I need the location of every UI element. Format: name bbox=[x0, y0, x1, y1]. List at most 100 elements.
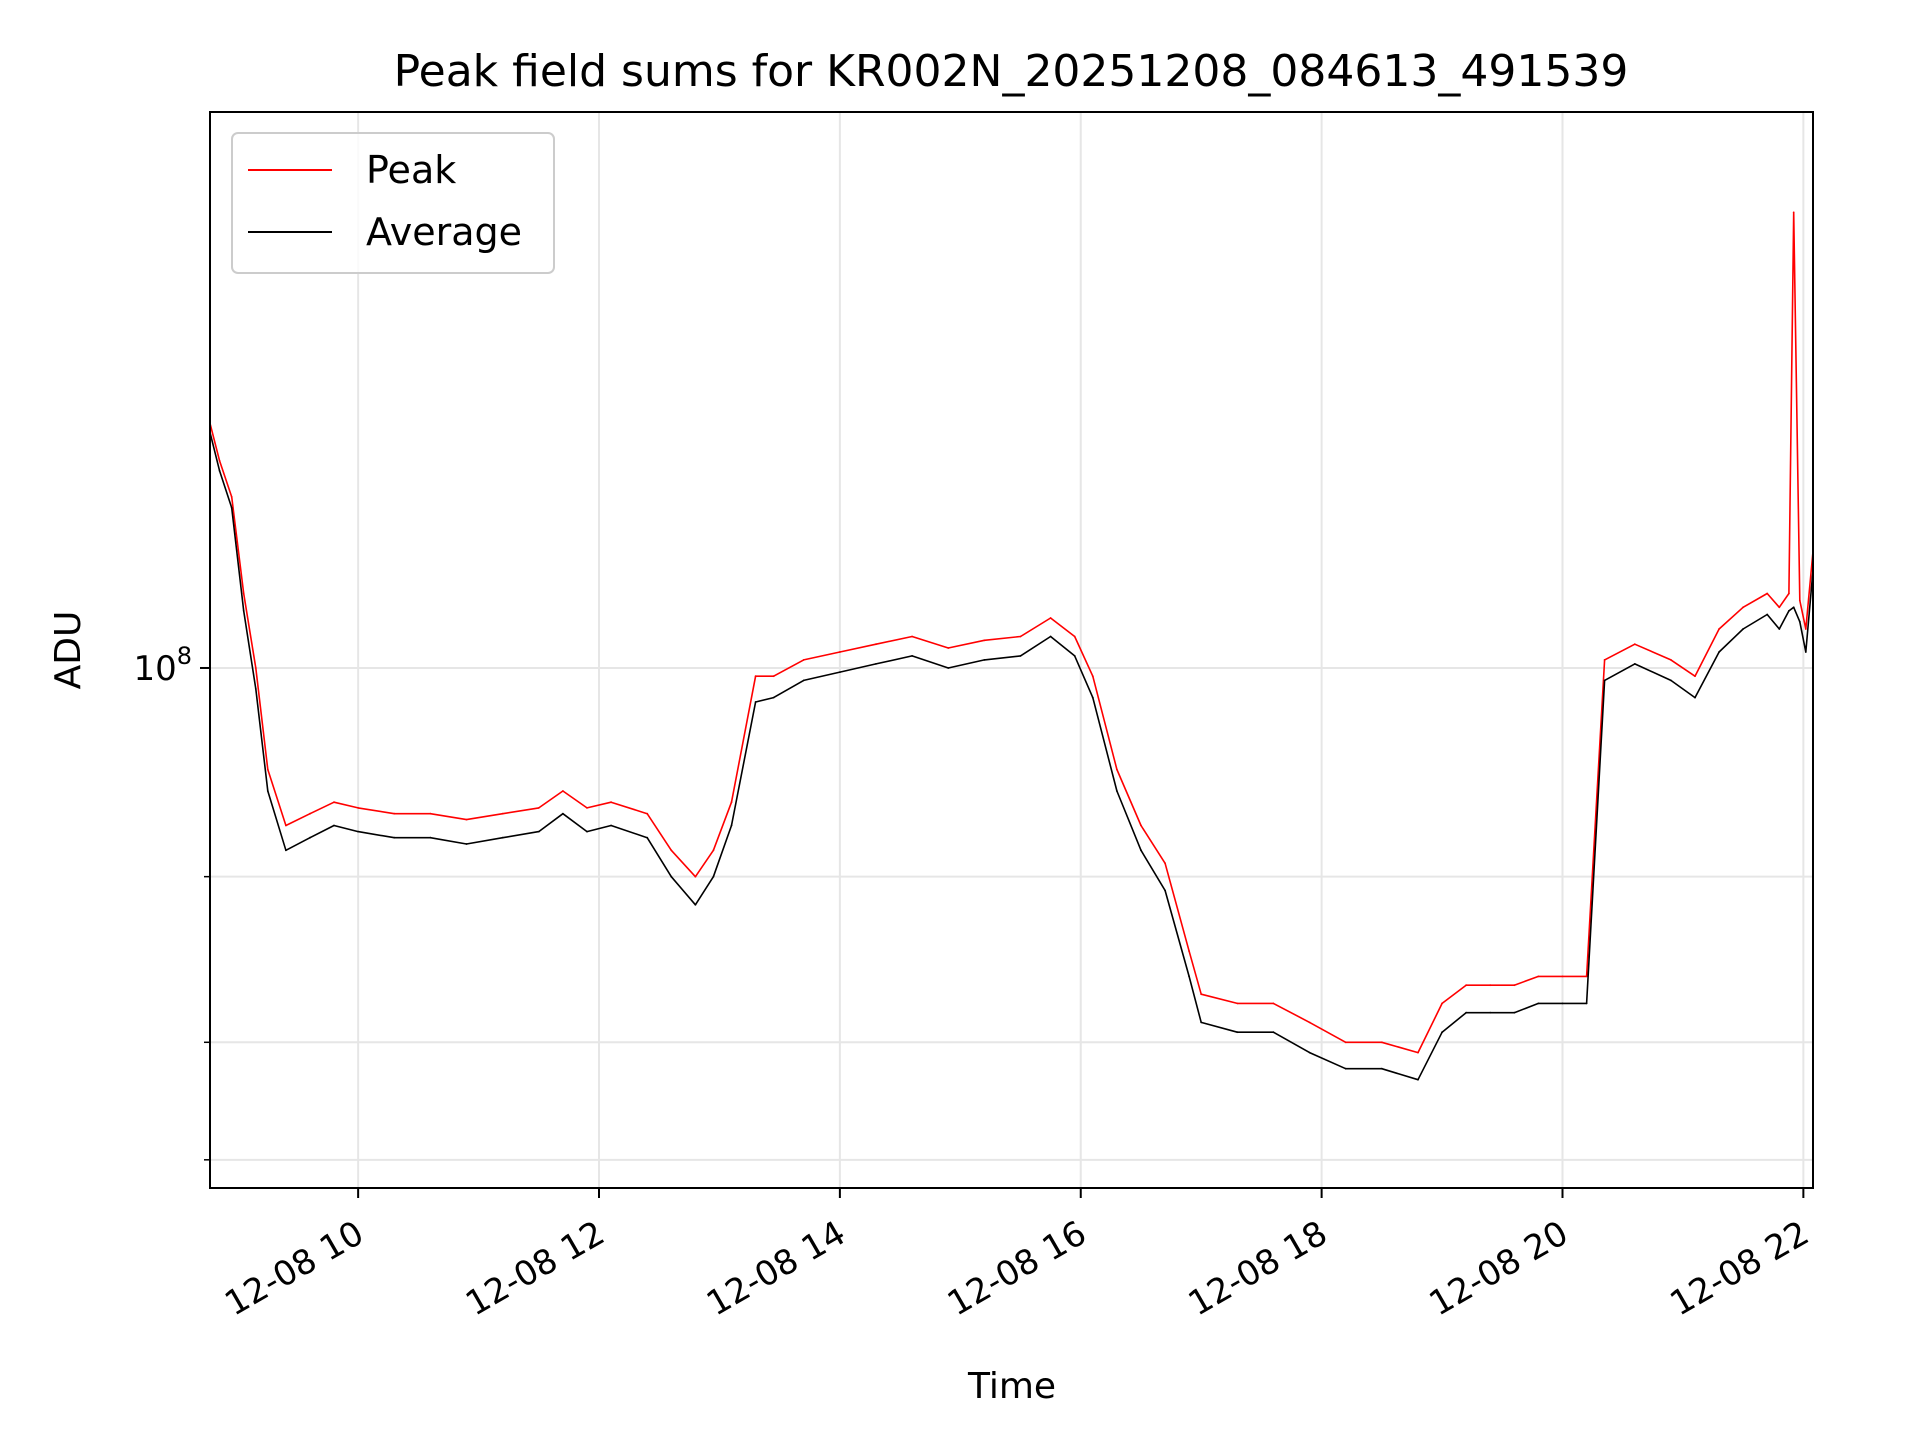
data-point-peak bbox=[772, 675, 775, 678]
data-point-average bbox=[772, 696, 775, 699]
data-point-peak bbox=[1049, 617, 1052, 619]
data-point-average bbox=[670, 875, 673, 878]
data-point-peak bbox=[357, 807, 359, 809]
data-point-average bbox=[254, 688, 257, 690]
data-point-peak bbox=[1073, 635, 1076, 638]
data-point-peak bbox=[1778, 606, 1781, 609]
data-point-average bbox=[1561, 1002, 1564, 1005]
data-point-average bbox=[1489, 1011, 1492, 1014]
data-point-peak bbox=[309, 812, 311, 815]
data-point-average bbox=[1417, 1078, 1419, 1081]
data-point-peak bbox=[875, 643, 877, 646]
data-point-average bbox=[1792, 606, 1795, 609]
data-point-peak bbox=[537, 807, 540, 809]
data-point-peak bbox=[1603, 659, 1606, 661]
data-point-average bbox=[1798, 620, 1801, 623]
data-point-average bbox=[1537, 1002, 1540, 1005]
data-point-peak bbox=[983, 639, 986, 642]
data-point-average bbox=[1603, 679, 1606, 682]
data-point-average bbox=[1091, 696, 1094, 699]
data-point-peak bbox=[501, 812, 504, 815]
data-point-peak bbox=[1200, 993, 1203, 996]
data-point-average bbox=[610, 824, 612, 827]
data-point-average bbox=[1380, 1067, 1383, 1070]
data-point-peak bbox=[646, 812, 649, 815]
data-point-peak bbox=[694, 875, 697, 878]
data-point-average bbox=[333, 824, 335, 827]
data-point-average bbox=[754, 701, 757, 703]
data-point-peak bbox=[1537, 975, 1540, 978]
data-point-average bbox=[1200, 1021, 1203, 1024]
data-point-peak bbox=[1019, 635, 1022, 638]
data-point-average bbox=[1116, 790, 1118, 792]
data-point-peak bbox=[839, 651, 841, 653]
data-point-peak bbox=[1742, 606, 1744, 609]
data-point-peak bbox=[586, 807, 588, 809]
data-point-peak bbox=[230, 496, 233, 498]
data-point-peak bbox=[802, 659, 805, 661]
data-point-average bbox=[1140, 849, 1142, 852]
data-point-peak bbox=[754, 675, 757, 678]
data-point-average bbox=[646, 836, 649, 839]
data-point-peak bbox=[1164, 862, 1166, 865]
data-point-average bbox=[465, 843, 468, 845]
data-point-peak bbox=[1792, 211, 1795, 214]
data-point-average bbox=[242, 610, 245, 612]
data-point-peak bbox=[1788, 592, 1790, 595]
data-point-average bbox=[285, 849, 287, 852]
data-point-average bbox=[1694, 696, 1696, 699]
data-point-average bbox=[911, 655, 913, 657]
data-point-peak bbox=[712, 849, 715, 852]
data-point-peak bbox=[1140, 824, 1142, 827]
data-point-peak bbox=[1344, 1041, 1347, 1044]
data-point-average bbox=[1513, 1011, 1516, 1014]
data-point-average bbox=[802, 679, 805, 682]
data-point-peak bbox=[429, 812, 432, 815]
data-point-average bbox=[1804, 651, 1807, 653]
data-point-peak bbox=[1561, 975, 1564, 978]
legend-peak-label: Peak bbox=[366, 148, 456, 192]
x-axis-label: Time bbox=[967, 1366, 1056, 1407]
data-point-average bbox=[1742, 628, 1744, 630]
data-point-average bbox=[266, 790, 269, 792]
data-point-average bbox=[1766, 613, 1769, 616]
data-point-average bbox=[1465, 1011, 1467, 1014]
data-point-peak bbox=[393, 812, 396, 815]
data-point-average bbox=[501, 836, 504, 839]
data-point-average bbox=[429, 836, 432, 839]
data-point-peak bbox=[1718, 628, 1720, 630]
series-group bbox=[210, 211, 1813, 1081]
data-point-peak bbox=[1804, 628, 1807, 630]
data-point-average bbox=[712, 875, 715, 878]
y-tick-label: 108 bbox=[133, 642, 192, 689]
data-point-average bbox=[1788, 610, 1790, 612]
series-line-peak bbox=[210, 211, 1813, 1054]
data-point-average bbox=[1236, 1031, 1239, 1034]
data-point-average bbox=[230, 506, 233, 509]
data-point-average bbox=[218, 470, 221, 472]
grid bbox=[210, 112, 1813, 1188]
data-point-peak bbox=[730, 801, 733, 804]
legend-average-label: Average bbox=[366, 210, 522, 254]
data-point-average bbox=[1308, 1051, 1311, 1054]
data-point-peak bbox=[1441, 1002, 1443, 1005]
legend: Peak Average bbox=[231, 132, 555, 274]
data-point-peak bbox=[1116, 768, 1118, 771]
data-point-average bbox=[562, 812, 564, 815]
data-point-peak bbox=[562, 790, 564, 792]
data-point-average bbox=[983, 659, 986, 661]
data-point-peak bbox=[1670, 659, 1672, 661]
legend-box bbox=[231, 132, 555, 274]
data-point-average bbox=[1049, 635, 1052, 638]
data-point-peak bbox=[1236, 1002, 1239, 1005]
data-point-average bbox=[537, 830, 540, 833]
data-point-peak bbox=[1465, 984, 1467, 987]
data-point-average bbox=[1670, 679, 1672, 682]
data-point-average bbox=[875, 663, 877, 665]
data-point-average bbox=[1344, 1067, 1347, 1070]
data-point-average bbox=[1778, 628, 1781, 630]
data-point-average bbox=[393, 836, 396, 839]
data-point-average bbox=[730, 824, 733, 827]
data-point-peak bbox=[1417, 1051, 1419, 1054]
